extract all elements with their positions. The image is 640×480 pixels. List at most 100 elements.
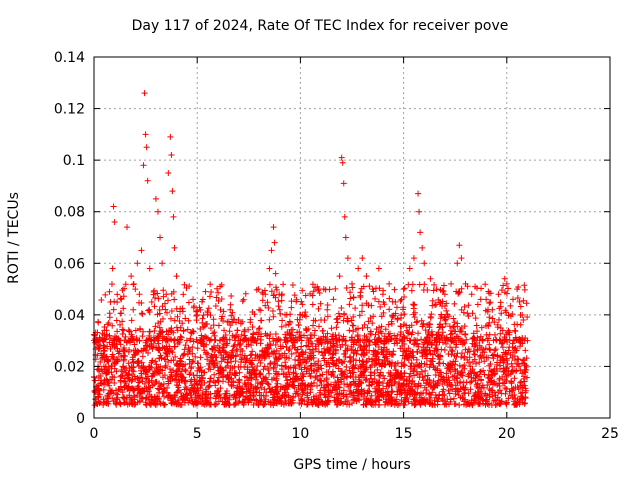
data-point <box>384 348 391 355</box>
data-point <box>439 298 446 305</box>
data-point <box>197 385 204 392</box>
data-point <box>275 355 282 362</box>
data-point <box>366 388 373 395</box>
data-point <box>322 394 329 401</box>
data-point <box>165 331 172 338</box>
data-point <box>128 273 135 280</box>
data-point <box>311 327 318 334</box>
data-point <box>168 308 175 315</box>
data-point <box>284 377 291 384</box>
data-point <box>403 322 410 329</box>
data-point <box>298 386 305 393</box>
data-point <box>350 356 357 363</box>
data-point <box>461 390 468 397</box>
data-point <box>411 365 418 372</box>
data-point <box>445 374 452 381</box>
data-point <box>516 363 523 370</box>
data-point <box>272 354 279 361</box>
data-point <box>341 375 348 382</box>
data-point <box>138 370 145 377</box>
data-point <box>315 305 322 312</box>
data-point <box>232 352 239 359</box>
data-point <box>204 309 211 316</box>
data-point <box>111 219 118 226</box>
data-point <box>139 353 146 360</box>
data-point <box>234 385 241 392</box>
data-point <box>482 281 489 288</box>
data-point <box>171 376 178 383</box>
data-point <box>410 311 417 318</box>
data-point <box>313 345 320 352</box>
data-point <box>282 322 289 329</box>
data-point <box>485 354 492 361</box>
data-point <box>517 312 524 319</box>
data-point <box>329 357 336 364</box>
data-point <box>241 399 248 406</box>
data-point <box>106 382 113 389</box>
data-point <box>296 316 303 323</box>
data-point <box>338 305 345 312</box>
y-tick-label: 0.04 <box>54 308 85 324</box>
data-point <box>344 381 351 388</box>
data-point <box>156 306 163 313</box>
data-point <box>254 380 261 387</box>
data-point <box>399 336 406 343</box>
data-point <box>333 401 340 408</box>
data-point <box>387 401 394 408</box>
data-point <box>179 395 186 402</box>
data-point <box>124 224 131 231</box>
data-point <box>103 331 110 338</box>
data-point <box>346 301 353 308</box>
data-point <box>432 301 439 308</box>
data-point <box>243 336 250 343</box>
data-point <box>287 311 294 318</box>
data-point <box>372 389 379 396</box>
data-point <box>279 392 286 399</box>
data-point <box>288 337 295 344</box>
data-point <box>130 351 137 358</box>
data-point <box>247 381 254 388</box>
data-point <box>193 387 200 394</box>
data-point <box>415 330 422 337</box>
data-point <box>311 379 318 386</box>
data-point <box>351 392 358 399</box>
data-point <box>252 396 259 403</box>
data-point <box>201 347 208 354</box>
data-point <box>471 351 478 358</box>
data-point <box>496 380 503 387</box>
data-point <box>391 340 398 347</box>
data-point <box>193 317 200 324</box>
data-point <box>412 382 419 389</box>
data-point <box>188 382 195 389</box>
data-point <box>418 360 425 367</box>
data-point <box>204 356 211 363</box>
data-point <box>266 265 273 272</box>
data-point <box>179 308 186 315</box>
data-point <box>111 333 118 340</box>
data-point <box>165 359 172 366</box>
data-point <box>445 351 452 358</box>
data-point <box>120 364 127 371</box>
data-point <box>426 332 433 339</box>
data-point <box>489 381 496 388</box>
data-point <box>165 380 172 387</box>
data-point <box>103 370 110 377</box>
data-point <box>285 369 292 376</box>
data-point <box>193 398 200 405</box>
data-point <box>486 314 493 321</box>
data-point <box>439 323 446 330</box>
data-point <box>136 291 143 298</box>
data-point <box>232 370 239 377</box>
data-point <box>483 396 490 403</box>
data-point <box>282 331 289 338</box>
data-point <box>302 309 309 316</box>
data-point <box>341 311 348 318</box>
data-point <box>222 401 229 408</box>
data-point <box>378 323 385 330</box>
data-point <box>201 323 208 330</box>
data-point <box>272 294 279 301</box>
data-point <box>400 304 407 311</box>
data-point <box>193 336 200 343</box>
data-point <box>307 389 314 396</box>
data-point <box>367 364 374 371</box>
